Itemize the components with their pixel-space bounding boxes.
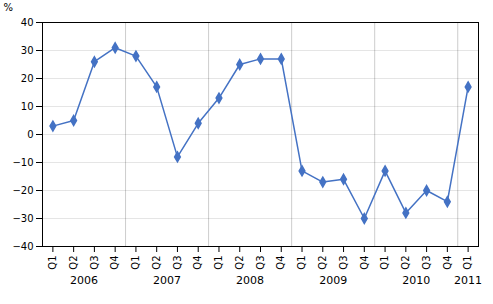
- svg-text:−30: −30: [12, 213, 33, 224]
- svg-text:Q3: Q3: [172, 256, 183, 270]
- svg-text:2011: 2011: [454, 274, 482, 287]
- svg-text:2006: 2006: [70, 274, 98, 287]
- svg-text:−10: −10: [12, 157, 33, 168]
- svg-text:Q3: Q3: [255, 256, 266, 270]
- svg-text:2008: 2008: [236, 274, 264, 287]
- svg-text:Q4: Q4: [192, 256, 203, 270]
- svg-text:Q2: Q2: [234, 256, 245, 270]
- svg-text:Q3: Q3: [338, 256, 349, 270]
- svg-text:2010: 2010: [402, 274, 430, 287]
- svg-text:2007: 2007: [153, 274, 181, 287]
- svg-text:40: 40: [21, 17, 34, 28]
- svg-text:Q4: Q4: [109, 256, 120, 270]
- svg-text:30: 30: [21, 45, 34, 56]
- svg-text:0: 0: [27, 129, 33, 140]
- svg-text:−20: −20: [12, 185, 33, 196]
- svg-text:10: 10: [21, 101, 34, 112]
- svg-text:Q1: Q1: [213, 256, 224, 270]
- svg-text:Q1: Q1: [379, 256, 390, 270]
- svg-text:Q4: Q4: [442, 256, 453, 270]
- svg-text:Q2: Q2: [400, 256, 411, 270]
- svg-text:Q4: Q4: [359, 256, 370, 270]
- svg-text:2009: 2009: [319, 274, 347, 287]
- svg-text:Q2: Q2: [68, 256, 79, 270]
- svg-text:Q1: Q1: [47, 256, 58, 270]
- svg-text:Q4: Q4: [275, 256, 286, 270]
- svg-text:20: 20: [21, 73, 34, 84]
- svg-text:Q1: Q1: [130, 256, 141, 270]
- svg-text:Q2: Q2: [317, 256, 328, 270]
- svg-text:−40: −40: [12, 241, 33, 252]
- svg-text:Q2: Q2: [151, 256, 162, 270]
- svg-text:%: %: [4, 2, 14, 13]
- svg-text:Q1: Q1: [462, 256, 473, 270]
- svg-text:Q3: Q3: [89, 256, 100, 270]
- svg-text:Q1: Q1: [296, 256, 307, 270]
- svg-text:Q3: Q3: [421, 256, 432, 270]
